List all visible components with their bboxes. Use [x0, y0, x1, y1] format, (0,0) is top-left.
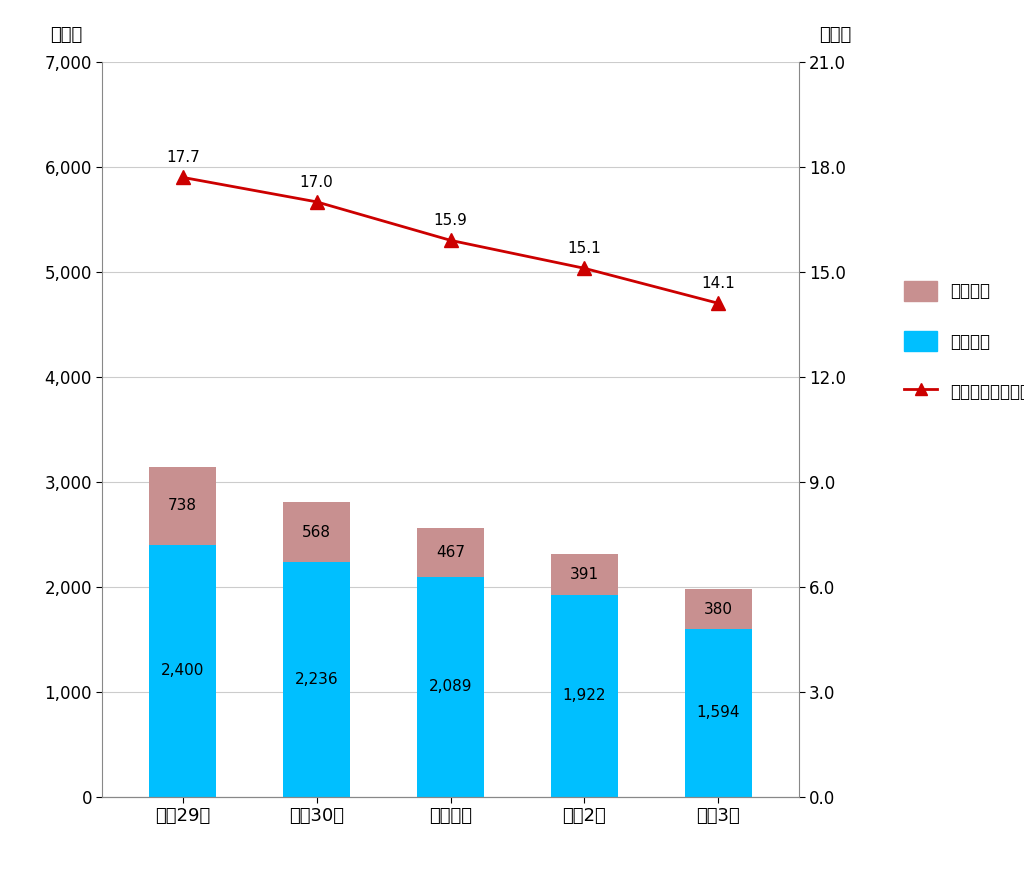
- Bar: [417, 577, 484, 796]
- Bar: [685, 629, 752, 796]
- Text: 1,922: 1,922: [563, 689, 606, 704]
- Bar: [150, 467, 216, 544]
- Text: 2,236: 2,236: [295, 672, 339, 687]
- Text: 17.7: 17.7: [166, 150, 200, 165]
- Text: 2,400: 2,400: [161, 663, 205, 678]
- Text: 15.9: 15.9: [433, 213, 468, 228]
- Text: 467: 467: [436, 545, 465, 560]
- Text: 14.1: 14.1: [701, 276, 735, 291]
- Text: 1,594: 1,594: [696, 705, 740, 720]
- Bar: [284, 503, 350, 562]
- Text: 738: 738: [168, 498, 198, 513]
- Bar: [551, 595, 617, 796]
- Bar: [685, 589, 752, 629]
- Legend: 触法少年, 犯罪少年, 少年の占める割合: 触法少年, 犯罪少年, 少年の占める割合: [891, 267, 1024, 415]
- Bar: [417, 528, 484, 577]
- Text: 391: 391: [570, 566, 599, 581]
- Bar: [551, 554, 617, 595]
- Text: 17.0: 17.0: [300, 174, 334, 189]
- Text: 15.1: 15.1: [567, 241, 601, 256]
- Text: 568: 568: [302, 525, 331, 540]
- Bar: [284, 562, 350, 796]
- Bar: [150, 544, 216, 796]
- Text: （人）: （人）: [50, 26, 82, 43]
- Text: 380: 380: [703, 602, 733, 617]
- Text: （％）: （％）: [819, 26, 851, 43]
- Text: 2,089: 2,089: [429, 680, 472, 695]
